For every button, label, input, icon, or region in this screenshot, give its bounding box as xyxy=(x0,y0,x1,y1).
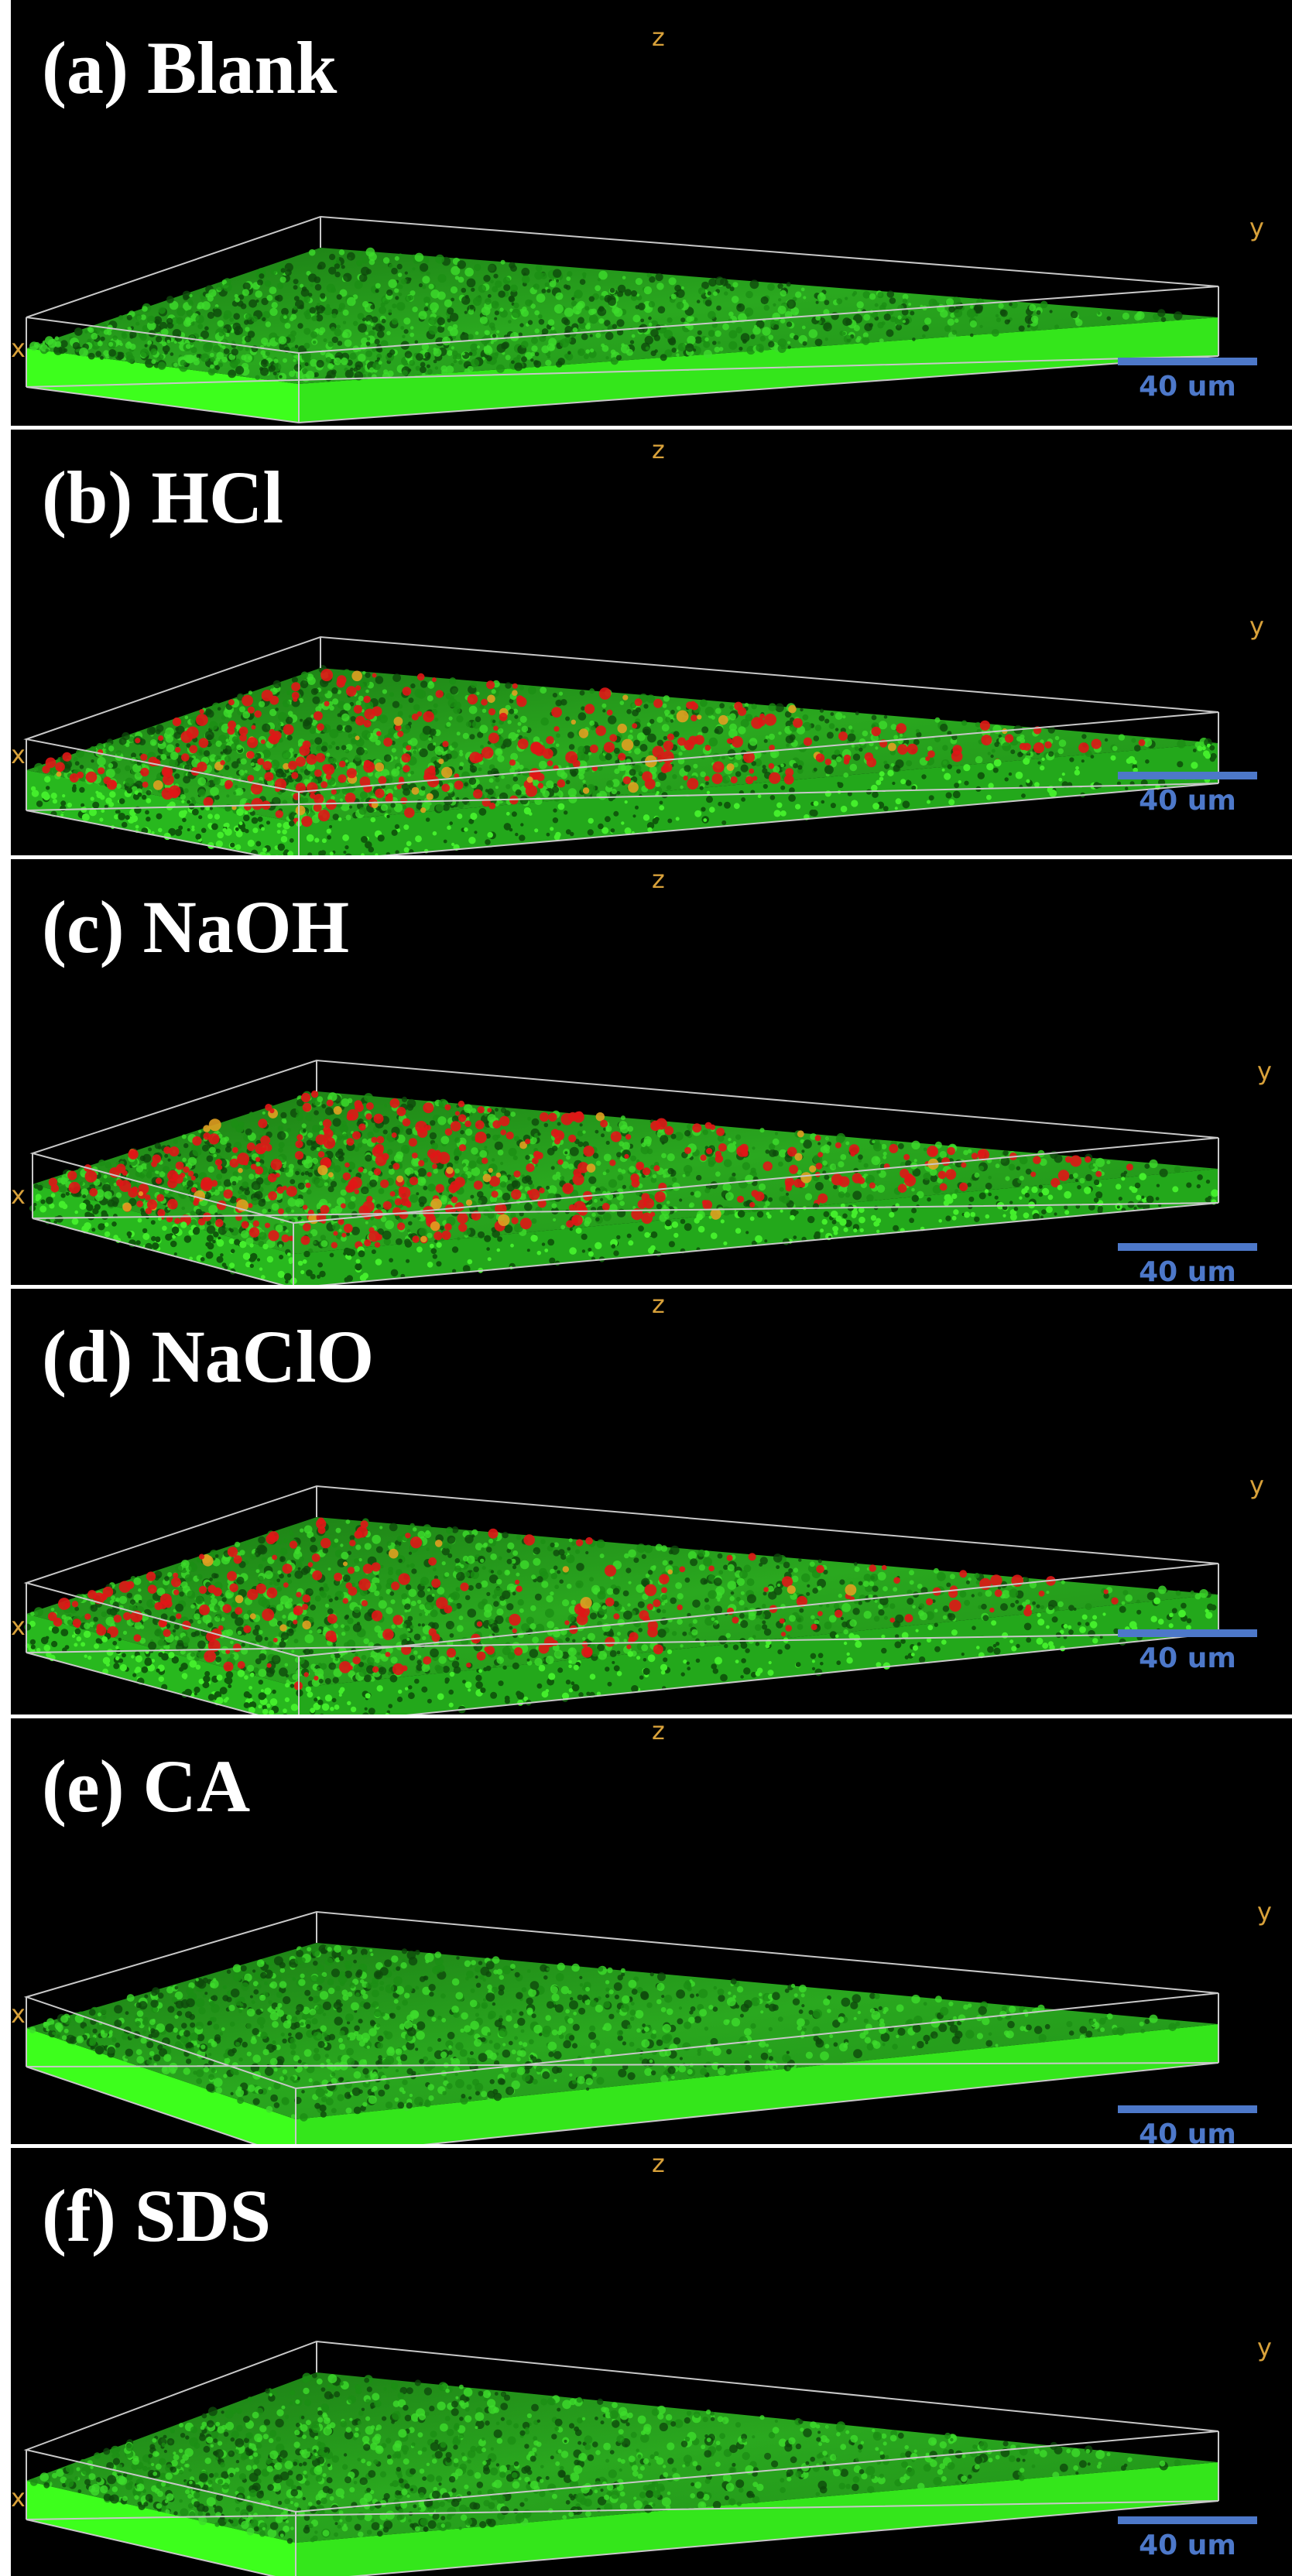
panel-title: (f) SDS xyxy=(42,2174,272,2257)
bounding-box-wireframe xyxy=(23,1485,1219,1714)
scale-bar-label: 40 um xyxy=(1139,1643,1236,1674)
bounding-box-wireframe xyxy=(26,215,1219,424)
axis-y-label: y xyxy=(1257,1897,1272,1927)
axis-x-label: x xyxy=(11,2483,26,2513)
panel-e: (e) CA z y x 40 um xyxy=(11,1718,1292,2144)
axis-x-label: x xyxy=(11,1612,26,1641)
cell-texture xyxy=(29,247,1183,382)
axis-z-label: z xyxy=(652,1718,665,1745)
biofilm-render xyxy=(26,215,1219,424)
axis-z-label: z xyxy=(652,435,665,464)
slab-front-left xyxy=(26,2028,296,2144)
scale-bar-label: 40 um xyxy=(1139,2530,1236,2561)
panel-c: (c) NaOH z y x 40 um xyxy=(11,859,1292,1285)
panel-d: (d) NaClO z y x 40 um xyxy=(11,1289,1292,1714)
axis-x-label: x xyxy=(11,334,26,363)
biofilm-render xyxy=(23,2340,1219,2576)
axis-y-label: y xyxy=(1249,1471,1264,1500)
panel-title: (b) HCl xyxy=(42,456,283,539)
axis-z-label: z xyxy=(652,865,665,894)
slab-front-right xyxy=(299,1595,1218,1714)
axis-z-label: z xyxy=(652,22,665,52)
axis-x-label: x xyxy=(11,740,26,769)
slab-texture xyxy=(24,1597,1217,1714)
cell-texture xyxy=(34,665,1212,827)
slab-texture xyxy=(29,1173,1219,1285)
slab-front-left xyxy=(26,2481,296,2576)
scale-bar: 40 um xyxy=(1118,2105,1257,2144)
axis-y-label: y xyxy=(1257,1057,1272,1086)
scale-bar-label: 40 um xyxy=(1139,785,1236,817)
panel-a: (a) Blank z y x 40 um xyxy=(11,0,1292,426)
slab-front-left xyxy=(26,1614,299,1714)
biofilm-render xyxy=(29,1059,1219,1285)
scale-bar: 40 um xyxy=(1118,358,1257,401)
slab-front-right xyxy=(296,2462,1218,2576)
slab-front-right xyxy=(293,1169,1218,1285)
panel-b: (b) HCl z y x 40 um xyxy=(11,430,1292,855)
biofilm-render xyxy=(23,1485,1219,1714)
axis-z-label: z xyxy=(652,2149,665,2178)
biofilm-top-surface xyxy=(26,1517,1218,1687)
panel-f: (f) SDS z y x 40 um xyxy=(11,2148,1292,2576)
axis-y-label: y xyxy=(1249,611,1264,641)
bounding-box-wireframe xyxy=(23,1910,1219,2144)
axis-y-label: y xyxy=(1257,2333,1272,2362)
cell-texture xyxy=(36,1090,1181,1255)
scale-bar-label: 40 um xyxy=(1139,2119,1236,2145)
slab-front-right xyxy=(299,743,1218,855)
axis-z-label: z xyxy=(652,1290,665,1319)
slab-front-right xyxy=(296,2024,1218,2144)
biofilm-render xyxy=(23,1910,1219,2144)
panel-title: (d) NaClO xyxy=(42,1315,375,1398)
slab-front-right xyxy=(299,317,1218,423)
biofilm-render xyxy=(23,635,1219,855)
scale-bar: 40 um xyxy=(1118,2516,1257,2560)
scale-bar-label: 40 um xyxy=(1139,1256,1236,1286)
scale-bar: 40 um xyxy=(1118,1243,1257,1285)
axis-x-label: x xyxy=(11,1999,26,2029)
scale-bar-label: 40 um xyxy=(1139,371,1236,402)
biofilm-top-surface xyxy=(26,248,1218,384)
cell-texture xyxy=(29,1944,1181,2122)
scale-bar: 40 um xyxy=(1118,772,1257,815)
slab-front-left xyxy=(26,348,299,423)
bounding-box-wireframe xyxy=(29,1059,1219,1285)
panel-title: (c) NaOH xyxy=(42,886,350,968)
bounding-box-wireframe xyxy=(23,635,1219,855)
panel-title: (a) Blank xyxy=(42,26,338,109)
scale-bar: 40 um xyxy=(1118,1629,1257,1673)
axis-y-label: y xyxy=(1249,213,1264,242)
bounding-box-wireframe xyxy=(23,2340,1219,2576)
slab-texture xyxy=(30,743,1217,855)
axis-x-label: x xyxy=(11,1180,26,1210)
panel-title: (e) CA xyxy=(42,1745,251,1828)
